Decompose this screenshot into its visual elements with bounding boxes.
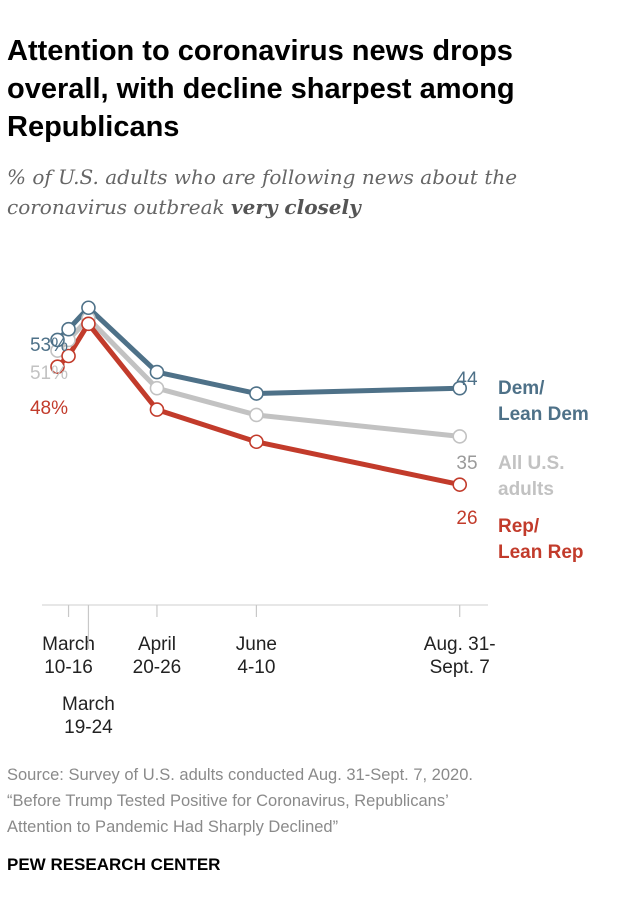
- data-point: [61, 348, 76, 364]
- data-point: [61, 321, 76, 337]
- start-value-label: 48%: [30, 398, 68, 419]
- legend-label: adults: [498, 479, 554, 500]
- start-value-label: 53%: [30, 335, 68, 356]
- x-tick-label: 20-26: [133, 657, 182, 678]
- end-value-label: 44: [456, 369, 478, 390]
- x-tick-label: 4-10: [237, 657, 275, 678]
- data-point: [249, 434, 264, 450]
- legend-label: Lean Rep: [498, 542, 584, 563]
- data-point: [50, 359, 65, 375]
- data-point: [249, 407, 264, 423]
- data-point: [149, 380, 165, 396]
- legend-label: Dem/: [498, 378, 545, 399]
- brand-logo-text: PEW RESEARCH CENTER: [7, 855, 221, 874]
- x-tick-label: Sept. 7: [430, 657, 490, 678]
- subtitle-text: % of U.S. adults who are following news …: [7, 165, 518, 219]
- x-tick-label: Aug. 31-: [424, 634, 496, 655]
- data-point: [50, 332, 65, 348]
- data-point: [452, 429, 468, 444]
- data-point: [81, 300, 96, 316]
- legend-label: Rep/: [498, 516, 540, 537]
- chart-title: Attention to coronavirus news drops over…: [7, 35, 515, 143]
- source-note: Source: Survey of U.S. adults conducted …: [7, 762, 617, 840]
- x-tick-label: 10-16: [44, 657, 93, 678]
- chart-subtitle: % of U.S. adults who are following news …: [7, 162, 607, 222]
- x-tick-label: 19-24: [64, 717, 113, 738]
- legend-label: Lean Dem: [498, 404, 589, 425]
- start-value-label: 51%: [30, 363, 68, 384]
- legend-label: All U.S.: [498, 453, 565, 474]
- x-tick-label: June: [236, 634, 277, 655]
- source-line: “Before Trump Tested Positive for Corona…: [7, 792, 449, 810]
- source-line: Attention to Pandemic Had Sharply Declin…: [7, 818, 339, 836]
- end-value-label: 26: [456, 508, 477, 529]
- end-value-label: 35: [456, 453, 477, 474]
- data-point: [249, 386, 264, 401]
- data-point: [149, 364, 165, 380]
- subtitle-emphasis: very closely: [230, 195, 361, 219]
- data-point: [149, 402, 165, 417]
- x-tick-label: March: [42, 634, 95, 655]
- data-point: [452, 477, 468, 492]
- source-line: Source: Survey of U.S. adults conducted …: [7, 766, 473, 784]
- data-point: [452, 380, 468, 396]
- x-tick-label: March: [62, 694, 115, 715]
- x-tick-label: April: [138, 634, 176, 655]
- data-point: [81, 316, 96, 332]
